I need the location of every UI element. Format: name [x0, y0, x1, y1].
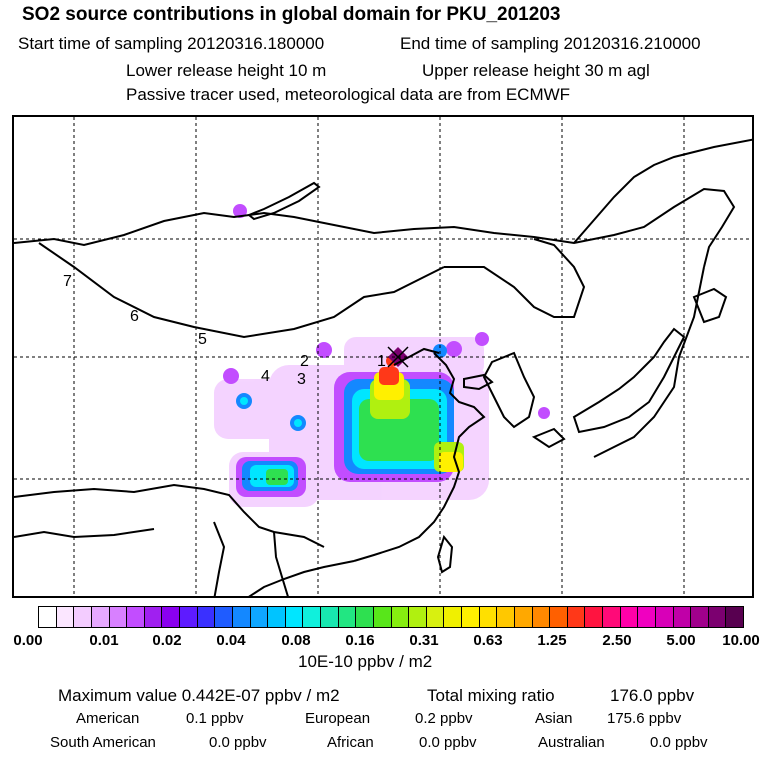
total-mixing-label: Total mixing ratio: [427, 686, 555, 705]
colorbar-swatch: [303, 607, 321, 627]
trajectory-label-5: 5: [198, 331, 207, 348]
colorbar-swatch: [180, 607, 198, 627]
region-european-name: European: [305, 710, 371, 727]
trajectory-label-3: 3: [297, 371, 306, 388]
map-canvas: [14, 117, 752, 596]
colorbar-tick: 0.16: [345, 632, 375, 649]
trajectory-label-1: 1: [377, 353, 386, 370]
receptor-marker: [387, 346, 409, 368]
colorbar-tick: 10.00: [722, 632, 760, 649]
colorbar-tick: 5.00: [666, 632, 696, 649]
colorbar-swatch: [232, 607, 251, 627]
colorbar-tick: 0.00: [13, 632, 43, 649]
colorbar-tick: 2.50: [602, 632, 632, 649]
colorbar-swatch: [620, 607, 639, 627]
colorbar-swatch: [550, 607, 568, 627]
colorbar-swatch: [444, 607, 462, 627]
colorbar-swatch: [462, 607, 480, 627]
region-american-value: 0.1 ppbv: [186, 710, 244, 727]
colorbar-swatch: [285, 607, 304, 627]
colorbar-tick: 0.01: [89, 632, 119, 649]
end-time-label: End time of sampling 20120316.210000: [400, 34, 701, 53]
trajectory-label-7: 7: [63, 273, 72, 290]
colorbar-swatch: [514, 607, 533, 627]
colorbar-swatch: [603, 607, 621, 627]
colorbar-swatch: [268, 607, 286, 627]
plot-title: SO2 source contributions in global domai…: [22, 4, 561, 25]
colorbar-swatch: [708, 607, 727, 627]
colorbar-swatch: [532, 607, 551, 627]
colorbar-swatch: [585, 607, 603, 627]
trajectory-label-4: 4: [261, 368, 270, 385]
colorbar-swatch: [409, 607, 427, 627]
total-mixing-value: 176.0 ppbv: [610, 686, 695, 705]
colorbar-swatch: [655, 607, 674, 627]
colorbar-tick: 0.02: [152, 632, 182, 649]
region-south-american-name: South American: [50, 734, 156, 751]
colorbar-swatch: [56, 607, 75, 627]
colorbar-swatch: [638, 607, 656, 627]
colorbar-swatch: [91, 607, 110, 627]
trajectory-label-2: 2: [300, 353, 309, 370]
region-asian-name: Asian: [535, 710, 573, 727]
colorbar-tick: 0.63: [473, 632, 503, 649]
colorbar-swatch: [250, 607, 269, 627]
colorbar-tick: 0.04: [216, 632, 246, 649]
region-american-name: American: [76, 710, 140, 727]
colorbar-swatch: [479, 607, 498, 627]
colorbar-tick: 0.08: [281, 632, 311, 649]
region-african-value: 0.0 ppbv: [419, 734, 477, 751]
colorbar-swatch: [162, 607, 180, 627]
colorbar-unit: 10E-10 ppbv / m2: [298, 652, 433, 671]
graticule: [14, 117, 752, 596]
colorbar-swatch: [726, 607, 743, 627]
tracer-note: Passive tracer used, meteorological data…: [126, 85, 571, 104]
max-value-label: Maximum value 0.442E-07 ppbv / m2: [58, 686, 340, 705]
region-australian-value: 0.0 ppbv: [650, 734, 708, 751]
colorbar-swatch: [567, 607, 586, 627]
color-scale-bar: [38, 606, 744, 628]
colorbar-swatch: [673, 607, 692, 627]
colorbar-swatch: [338, 607, 357, 627]
concentration-field: [214, 204, 550, 507]
colorbar-swatch: [127, 607, 145, 627]
lower-release-label: Lower release height 10 m: [126, 61, 327, 80]
trajectory-label-6: 6: [130, 308, 139, 325]
colorbar-swatch: [109, 607, 128, 627]
colorbar-swatch: [497, 607, 515, 627]
colorbar-swatch: [197, 607, 216, 627]
colorbar-swatch: [426, 607, 445, 627]
region-african-name: African: [327, 734, 374, 751]
colorbar-swatch: [691, 607, 709, 627]
colorbar-swatch: [321, 607, 339, 627]
map-panel: 1 2 3 4 5 6 7: [12, 115, 754, 598]
colorbar-swatch: [373, 607, 392, 627]
colorbar-swatch: [74, 607, 92, 627]
region-south-american-value: 0.0 ppbv: [209, 734, 267, 751]
colorbar-tick: 0.31: [409, 632, 439, 649]
upper-release-label: Upper release height 30 m agl: [422, 61, 650, 80]
colorbar-swatch: [356, 607, 374, 627]
colorbar-swatch: [144, 607, 163, 627]
start-time-label: Start time of sampling 20120316.180000: [18, 34, 325, 53]
region-european-value: 0.2 ppbv: [415, 710, 473, 727]
coastlines: [14, 138, 752, 596]
colorbar-swatch: [215, 607, 233, 627]
colorbar-swatch: [39, 607, 57, 627]
colorbar-swatch: [391, 607, 410, 627]
region-asian-value: 175.6 ppbv: [607, 710, 682, 727]
region-australian-name: Australian: [538, 734, 605, 751]
colorbar-tick: 1.25: [537, 632, 567, 649]
